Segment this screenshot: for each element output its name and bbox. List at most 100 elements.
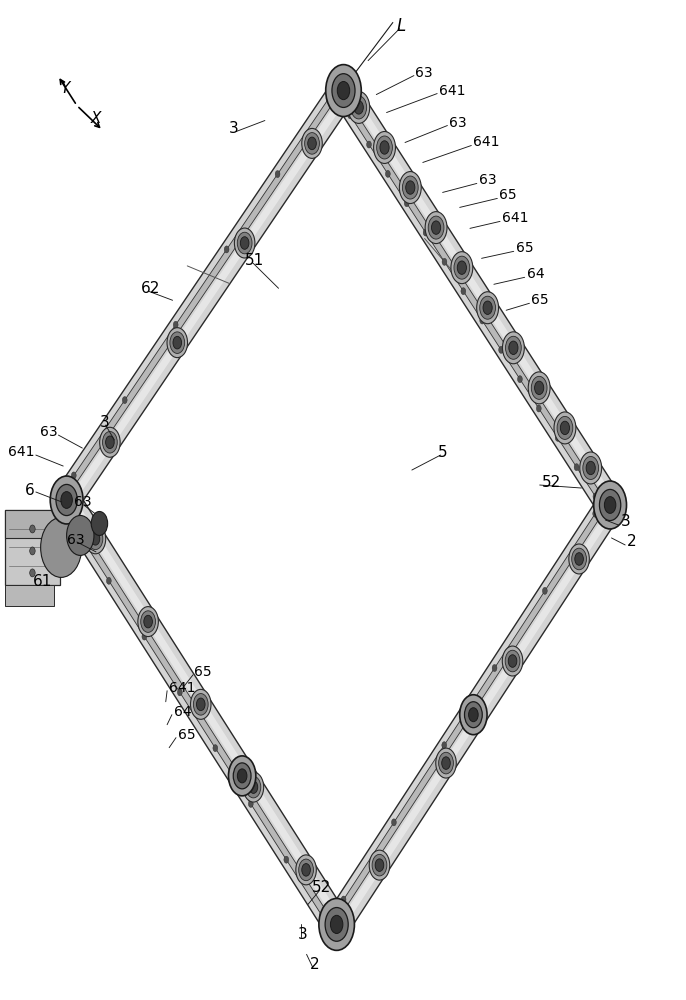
Circle shape <box>173 336 182 349</box>
Circle shape <box>528 372 550 404</box>
Circle shape <box>61 492 72 508</box>
Circle shape <box>298 859 314 881</box>
Circle shape <box>483 301 493 314</box>
Circle shape <box>508 655 517 667</box>
Circle shape <box>29 547 35 555</box>
Circle shape <box>99 427 120 457</box>
Circle shape <box>213 745 217 752</box>
Circle shape <box>569 544 589 574</box>
Text: 64: 64 <box>174 705 191 719</box>
Circle shape <box>442 258 447 265</box>
Circle shape <box>167 328 187 358</box>
Circle shape <box>320 912 324 919</box>
Circle shape <box>196 698 205 711</box>
Polygon shape <box>59 486 344 939</box>
Circle shape <box>425 212 447 244</box>
Text: 51: 51 <box>245 253 264 268</box>
Circle shape <box>302 864 310 876</box>
Circle shape <box>102 431 117 453</box>
Circle shape <box>326 95 331 102</box>
FancyBboxPatch shape <box>5 510 60 538</box>
Circle shape <box>319 898 355 950</box>
Polygon shape <box>62 82 343 498</box>
Circle shape <box>88 528 103 550</box>
Circle shape <box>91 533 99 545</box>
Circle shape <box>505 650 520 672</box>
Text: 641: 641 <box>502 211 529 225</box>
Circle shape <box>240 237 249 249</box>
Text: 641: 641 <box>439 84 466 98</box>
Circle shape <box>305 133 320 154</box>
Circle shape <box>428 216 444 239</box>
Circle shape <box>477 292 499 324</box>
Text: 62: 62 <box>141 281 161 296</box>
Circle shape <box>442 742 447 749</box>
Circle shape <box>170 332 185 353</box>
Polygon shape <box>344 83 614 504</box>
Circle shape <box>193 694 208 715</box>
Text: 65: 65 <box>532 293 549 307</box>
Circle shape <box>557 416 573 439</box>
Circle shape <box>284 856 289 863</box>
Polygon shape <box>67 91 347 508</box>
Circle shape <box>509 341 518 354</box>
Polygon shape <box>329 490 617 939</box>
Circle shape <box>442 757 450 769</box>
Text: 6: 6 <box>25 483 34 498</box>
Circle shape <box>438 752 453 774</box>
Text: 3: 3 <box>620 514 630 529</box>
Circle shape <box>392 819 397 826</box>
Circle shape <box>40 517 82 577</box>
Circle shape <box>85 524 106 554</box>
Text: 3: 3 <box>229 121 239 136</box>
Polygon shape <box>333 497 609 923</box>
Circle shape <box>248 800 253 807</box>
Circle shape <box>506 336 521 359</box>
Circle shape <box>174 321 178 328</box>
Circle shape <box>586 461 595 475</box>
Circle shape <box>331 915 343 933</box>
Text: 61: 61 <box>33 574 52 589</box>
Circle shape <box>71 522 75 529</box>
Text: 63: 63 <box>415 66 433 80</box>
Circle shape <box>554 412 576 444</box>
Circle shape <box>366 141 371 148</box>
Polygon shape <box>337 506 614 932</box>
Circle shape <box>106 577 111 584</box>
Circle shape <box>56 484 78 516</box>
Circle shape <box>555 434 560 441</box>
Circle shape <box>502 646 523 676</box>
Circle shape <box>308 137 316 150</box>
Text: 2: 2 <box>310 957 320 972</box>
Circle shape <box>224 246 229 253</box>
Circle shape <box>543 587 547 594</box>
Circle shape <box>380 141 389 154</box>
Text: 65: 65 <box>178 728 196 742</box>
Text: 63: 63 <box>479 173 497 187</box>
Circle shape <box>326 65 362 117</box>
Circle shape <box>600 489 621 521</box>
Circle shape <box>560 421 569 435</box>
Circle shape <box>403 176 418 199</box>
Text: 65: 65 <box>194 665 212 679</box>
Circle shape <box>122 397 127 404</box>
Circle shape <box>91 511 108 535</box>
Circle shape <box>431 221 440 234</box>
Circle shape <box>338 81 350 100</box>
Circle shape <box>237 769 247 783</box>
Text: Y: Y <box>60 81 69 96</box>
Circle shape <box>341 896 346 903</box>
Circle shape <box>460 695 487 735</box>
Text: 641: 641 <box>169 681 196 695</box>
Circle shape <box>451 252 473 284</box>
Circle shape <box>499 346 504 353</box>
Circle shape <box>178 689 182 696</box>
Text: 52: 52 <box>312 880 331 895</box>
Circle shape <box>517 376 522 383</box>
Text: 63: 63 <box>449 116 467 130</box>
Circle shape <box>492 665 497 672</box>
Text: 52: 52 <box>542 475 561 490</box>
Circle shape <box>50 476 83 524</box>
Text: 641: 641 <box>473 135 500 149</box>
Polygon shape <box>340 92 609 513</box>
